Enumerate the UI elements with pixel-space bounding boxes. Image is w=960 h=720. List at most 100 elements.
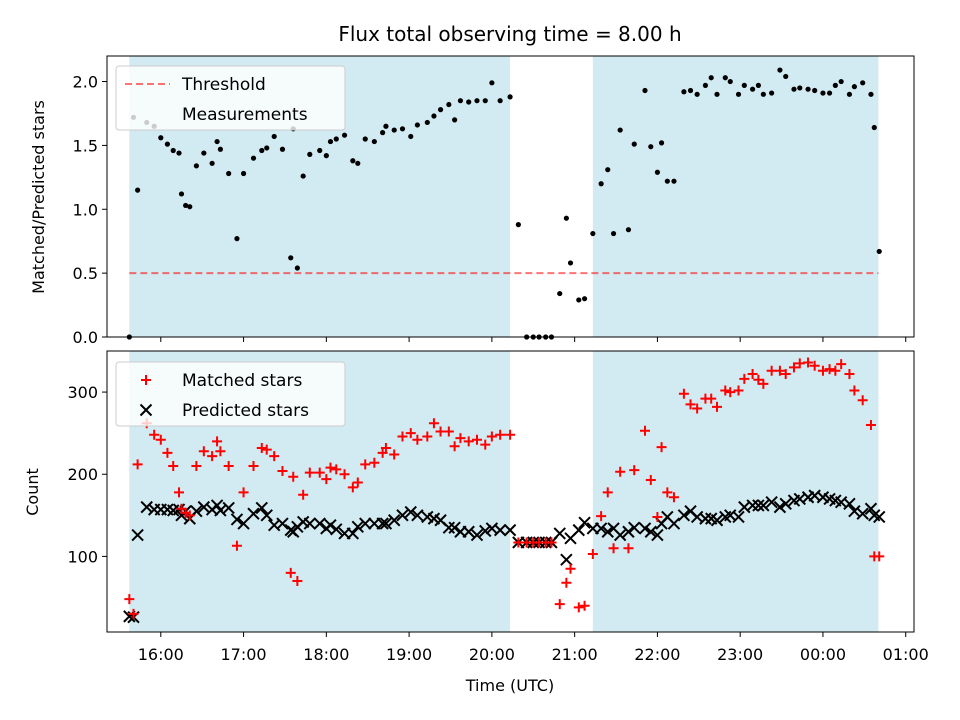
y-tick-label: 300 (67, 383, 98, 402)
matched-star-marker (849, 385, 860, 396)
measurement-point (350, 158, 356, 164)
legend-label: Predicted stars (182, 401, 309, 421)
matched-star-marker (360, 459, 371, 470)
measurement-point (610, 230, 617, 237)
measurement-point (294, 265, 300, 271)
predicted-star-marker (667, 517, 681, 530)
matched-star-marker (780, 369, 791, 380)
predicted-star-marker (752, 499, 765, 512)
matched-star-marker (422, 431, 433, 442)
measurement-point (466, 99, 472, 105)
matched-star-marker (248, 461, 259, 472)
measurement-point (777, 67, 783, 73)
measurement-point (414, 122, 420, 128)
predicted-star-marker (622, 525, 635, 538)
predicted-star-marker (396, 509, 409, 522)
matched-star-marker (596, 511, 607, 522)
legend-box (115, 65, 346, 131)
predicted-star-marker (359, 517, 372, 530)
measurement-point (201, 150, 207, 156)
top-panel: 0.00.51.01.52.0 Matched/Predicted stars … (29, 55, 915, 347)
predicted-star-marker (462, 525, 475, 538)
legend-box (115, 361, 346, 427)
measurement-point (846, 91, 853, 97)
measurement-point (317, 147, 323, 154)
predicted-star-marker (578, 516, 591, 529)
measurement-point (446, 101, 452, 108)
matched-star-marker (865, 419, 876, 430)
measurement-point (187, 204, 193, 210)
measurement-point (820, 90, 826, 96)
shaded-interval (592, 56, 879, 337)
legend-label: Matched stars (182, 371, 302, 391)
predicted-star-marker (346, 527, 360, 540)
chart-title: Flux total observing time = 8.00 h (338, 22, 681, 46)
predicted-star-marker (677, 509, 691, 522)
measurement-point (209, 160, 215, 166)
predicted-star-marker (222, 501, 235, 515)
measurement-point (812, 87, 818, 94)
matched-star-marker (455, 433, 466, 444)
measurement-point (805, 86, 811, 92)
matched-star-marker (505, 429, 516, 440)
shaded-interval (592, 351, 879, 632)
matched-star-marker (830, 365, 841, 376)
predicted-star-marker (644, 525, 658, 538)
matched-star-marker (298, 489, 309, 500)
matched-star-marker (824, 364, 835, 375)
measurement-point (323, 153, 329, 159)
measurement-point (135, 187, 141, 193)
matched-star-marker (725, 387, 736, 398)
predicted-star-marker (230, 513, 244, 526)
matched-star-marker (223, 461, 234, 472)
predicted-star-marker (757, 499, 770, 512)
measurement-point (437, 107, 444, 113)
measurement-point (557, 290, 563, 297)
measurement-point (722, 75, 728, 81)
measurement-point (735, 91, 742, 97)
measurement-point (259, 147, 265, 154)
matched-star-marker (207, 451, 218, 462)
measurement-point (769, 90, 775, 96)
measurement-point (158, 135, 164, 141)
predicted-star-marker (613, 528, 627, 542)
y-tick-label: 0.0 (73, 328, 98, 347)
measurement-point (708, 75, 714, 81)
measurement-point (226, 170, 232, 177)
predicted-star-marker (594, 522, 608, 535)
measurement-point (590, 230, 596, 237)
matched-star-marker (443, 426, 454, 437)
predicted-star-marker (710, 514, 724, 527)
matched-star-marker (712, 401, 723, 412)
legend-label: Measurements (182, 105, 308, 125)
x-tick-label: 23:00 (717, 645, 763, 664)
matched-star-marker (124, 594, 135, 605)
predicted-star-marker (553, 527, 566, 540)
matched-star-marker (857, 395, 868, 406)
matched-star-marker (615, 466, 626, 477)
measurement-point (279, 146, 286, 152)
x-tick-label: 22:00 (634, 645, 680, 664)
measurement-point (783, 73, 789, 80)
predicted-star-marker (848, 505, 861, 518)
predicted-star-marker (651, 528, 664, 542)
measurement-point (642, 87, 648, 94)
predicted-star-marker (276, 517, 289, 530)
x-tick-label: 21:00 (552, 645, 598, 664)
predicted-star-marker (470, 528, 484, 542)
measurement-point (625, 227, 632, 233)
matched-star-marker (369, 457, 380, 468)
predicted-star-marker (376, 517, 389, 530)
matched-star-marker (836, 359, 847, 370)
matched-star-marker (706, 393, 717, 404)
predicted-star-marker (873, 510, 886, 524)
matched-star-marker (692, 403, 703, 414)
matched-star-marker (184, 510, 195, 521)
measurement-point (515, 222, 521, 228)
matched-star-marker (685, 399, 696, 410)
matched-star-marker (285, 567, 296, 578)
matched-star-marker (471, 434, 482, 445)
matched-star-marker (162, 447, 173, 458)
matched-star-marker (269, 451, 280, 462)
measurement-point (648, 144, 654, 150)
